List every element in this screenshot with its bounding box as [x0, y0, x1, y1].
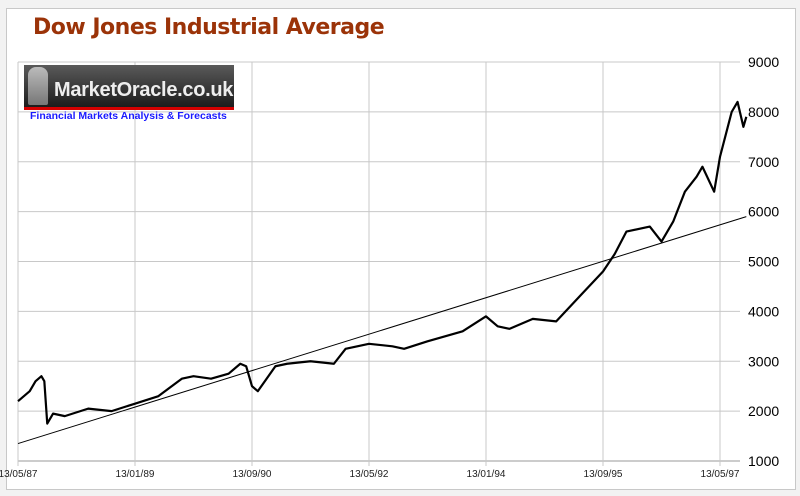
y-tick-label: 5000 [748, 254, 779, 270]
y-tick-label: 1000 [748, 453, 779, 469]
grid [17, 61, 740, 466]
x-tick-label: 13/01/94 [467, 469, 506, 480]
y-tick-label: 8000 [748, 104, 779, 120]
logo-tagline: Financial Markets Analysis & Forecasts [30, 110, 227, 122]
y-axis-ticks: 1000 2000 3000 4000 5000 6000 7000 8000 9000 [748, 54, 779, 469]
x-tick-label: 13/05/92 [350, 469, 389, 480]
x-tick-label: 13/09/90 [233, 469, 272, 480]
chart-title: Dow Jones Industrial Average [33, 15, 385, 40]
y-tick-label: 6000 [748, 204, 779, 220]
x-tick-label: 13/01/89 [116, 469, 155, 480]
x-axis-ticks: 13/05/87 13/01/89 13/09/90 13/05/92 13/01/94… [0, 469, 740, 480]
y-tick-label: 7000 [748, 154, 779, 170]
trend-line [17, 216, 747, 445]
logo-text: MarketOracle.co.uk [54, 79, 234, 101]
y-tick-label: 9000 [748, 54, 779, 70]
x-tick-label: 13/09/95 [584, 469, 623, 480]
y-tick-label: 2000 [748, 403, 779, 419]
djia-line [17, 100, 748, 425]
y-tick-label: 4000 [748, 303, 779, 319]
market-oracle-logo: MarketOracle.co.uk [24, 65, 234, 110]
x-tick-label: 13/05/97 [701, 469, 740, 480]
series-group [17, 100, 748, 445]
y-tick-label: 3000 [748, 353, 779, 369]
statue-icon [28, 67, 48, 105]
x-tick-label: 13/05/87 [0, 469, 38, 480]
